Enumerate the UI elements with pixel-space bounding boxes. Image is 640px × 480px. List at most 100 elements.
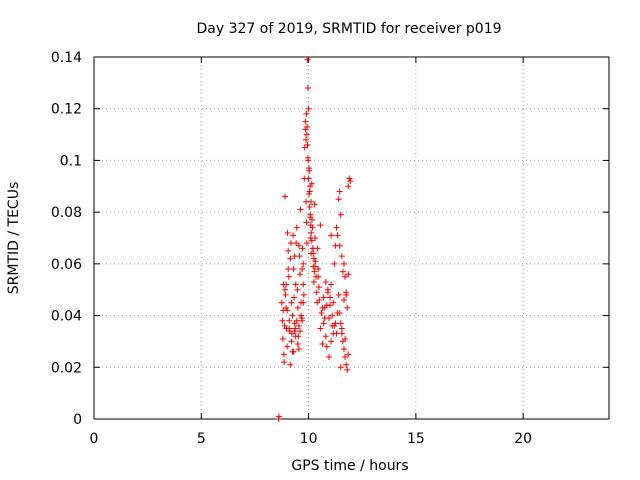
data-point bbox=[324, 289, 331, 296]
data-point bbox=[305, 105, 312, 112]
data-point bbox=[316, 297, 323, 304]
data-point bbox=[293, 240, 300, 247]
data-point bbox=[337, 364, 344, 371]
x-tick-label: 20 bbox=[514, 431, 532, 447]
data-point bbox=[292, 333, 299, 340]
data-point bbox=[310, 255, 317, 262]
data-point bbox=[319, 304, 326, 311]
data-point bbox=[318, 309, 325, 316]
data-point bbox=[317, 325, 324, 332]
data-point bbox=[286, 317, 293, 324]
data-point bbox=[310, 278, 317, 285]
x-tick-label: 5 bbox=[197, 431, 206, 447]
data-point bbox=[295, 242, 302, 249]
data-point bbox=[300, 281, 307, 288]
data-point bbox=[328, 338, 335, 345]
data-point bbox=[317, 222, 324, 229]
data-point bbox=[303, 136, 310, 143]
data-point bbox=[344, 366, 351, 373]
data-point bbox=[322, 278, 329, 285]
data-point bbox=[334, 232, 341, 239]
data-point bbox=[287, 255, 294, 262]
data-point bbox=[345, 351, 352, 358]
x-tick-label: 0 bbox=[90, 431, 99, 447]
data-point bbox=[336, 188, 343, 195]
data-point bbox=[333, 224, 340, 231]
data-point bbox=[304, 141, 311, 148]
data-point bbox=[344, 304, 351, 311]
data-point bbox=[311, 268, 318, 275]
data-point bbox=[327, 302, 334, 309]
data-point bbox=[325, 353, 332, 360]
data-point bbox=[289, 348, 296, 355]
data-point bbox=[288, 338, 295, 345]
data-point bbox=[294, 341, 301, 348]
data-point bbox=[281, 286, 288, 293]
data-point bbox=[301, 144, 308, 151]
data-point bbox=[342, 273, 349, 280]
data-point bbox=[299, 245, 306, 252]
data-point bbox=[293, 317, 300, 324]
data-point bbox=[310, 250, 317, 257]
data-point bbox=[306, 167, 313, 174]
data-point bbox=[293, 224, 300, 231]
data-point bbox=[288, 299, 295, 306]
data-point bbox=[308, 237, 315, 244]
data-point bbox=[297, 271, 303, 278]
data-point bbox=[292, 325, 299, 332]
data-point bbox=[278, 299, 285, 306]
y-tick-label: 0.1 bbox=[60, 153, 82, 169]
data-point bbox=[304, 56, 311, 63]
data-point bbox=[332, 320, 339, 327]
data-point bbox=[287, 240, 294, 247]
data-point bbox=[328, 281, 335, 288]
data-point bbox=[285, 266, 292, 273]
data-point bbox=[305, 175, 312, 182]
data-point bbox=[334, 309, 341, 316]
data-point bbox=[286, 325, 293, 332]
data-point bbox=[307, 211, 314, 218]
x-tick-label: 15 bbox=[407, 431, 425, 447]
data-point bbox=[290, 266, 297, 273]
data-point bbox=[291, 328, 298, 335]
data-point bbox=[340, 260, 347, 267]
data-point bbox=[335, 196, 342, 203]
points-layer bbox=[275, 56, 354, 422]
data-point bbox=[298, 312, 305, 319]
data-point bbox=[285, 273, 292, 280]
data-point bbox=[295, 322, 302, 329]
data-point bbox=[312, 235, 319, 241]
data-point bbox=[343, 289, 350, 296]
data-point bbox=[300, 299, 307, 306]
data-point bbox=[347, 178, 354, 185]
data-point bbox=[308, 229, 315, 236]
data-point bbox=[302, 118, 309, 125]
data-point bbox=[275, 413, 282, 420]
data-point bbox=[303, 110, 310, 117]
data-point bbox=[322, 333, 329, 340]
data-point bbox=[343, 361, 350, 368]
y-axis-label: SRMTID / TECUs bbox=[6, 182, 22, 295]
data-point bbox=[299, 317, 306, 324]
data-point bbox=[304, 154, 311, 161]
data-point bbox=[290, 232, 297, 239]
data-point bbox=[285, 247, 292, 254]
y-tick-label: 0.06 bbox=[51, 257, 82, 273]
data-point bbox=[338, 325, 345, 332]
data-point bbox=[315, 273, 322, 280]
data-point bbox=[321, 315, 328, 322]
plot-frame bbox=[93, 56, 610, 420]
data-point bbox=[336, 242, 343, 249]
data-point bbox=[279, 335, 286, 342]
data-point bbox=[299, 266, 306, 273]
data-point bbox=[300, 291, 307, 298]
data-point bbox=[284, 343, 291, 350]
data-point bbox=[306, 191, 313, 198]
data-point bbox=[309, 216, 316, 223]
data-point bbox=[320, 320, 327, 327]
data-point bbox=[284, 307, 291, 314]
data-point bbox=[328, 232, 335, 239]
data-point bbox=[342, 335, 349, 342]
data-point bbox=[342, 353, 349, 360]
